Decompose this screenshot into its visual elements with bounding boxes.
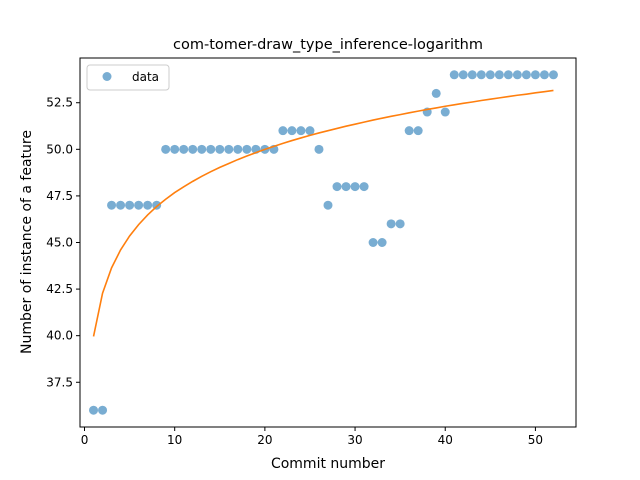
legend-marker-data — [102, 72, 112, 81]
data-point — [323, 200, 333, 210]
data-point — [503, 70, 513, 80]
data-point — [134, 200, 144, 210]
y-axis-title: Number of instance of a feature — [19, 130, 35, 354]
x-tick-label: 10 — [167, 433, 182, 447]
legend-box — [86, 64, 170, 91]
data-point — [278, 126, 288, 136]
data-point — [539, 70, 549, 80]
data-point — [107, 200, 117, 210]
x-axis: 0 10 20 30 40 50 — [81, 427, 543, 447]
x-tick-label: 0 — [81, 433, 89, 447]
data-point — [449, 70, 459, 80]
data-point — [224, 144, 234, 154]
data-point — [152, 200, 162, 210]
x-tick-label: 20 — [257, 433, 272, 447]
data-point — [512, 70, 522, 80]
data-point — [125, 200, 135, 210]
y-tick-label: 37.5 — [46, 375, 73, 389]
data-point — [467, 70, 477, 80]
data-point — [233, 144, 243, 154]
data-point — [368, 238, 378, 247]
data-point — [332, 182, 342, 192]
chart-title: com-tomer-draw_type_inference-logarithm — [173, 37, 483, 53]
data-point — [89, 405, 99, 415]
plot-area — [89, 70, 558, 415]
data-point — [521, 70, 531, 80]
data-point — [440, 107, 450, 117]
data-point — [377, 238, 387, 247]
y-tick-label: 40.0 — [46, 329, 73, 343]
y-tick-label: 42.5 — [46, 282, 73, 296]
y-axis: 37.5 40.0 42.5 45.0 47.5 50.0 52.5 — [46, 96, 80, 389]
data-point — [197, 144, 207, 154]
data-point — [413, 126, 423, 136]
data-point — [242, 144, 252, 154]
y-tick-label: 52.5 — [46, 96, 73, 110]
data-point — [431, 88, 441, 98]
x-tick-label: 40 — [438, 433, 453, 447]
data-point — [494, 70, 504, 80]
fit-line — [92, 89, 554, 337]
data-point — [359, 182, 369, 192]
data-point — [458, 70, 468, 80]
data-point — [404, 126, 414, 136]
data-point — [179, 144, 189, 154]
data-point — [161, 144, 171, 154]
x-axis-title: Commit number — [271, 456, 385, 472]
data-point — [296, 126, 306, 136]
x-tick-label: 30 — [347, 433, 362, 447]
data-point — [116, 200, 126, 210]
data-point — [287, 126, 297, 136]
data-point — [476, 70, 486, 80]
data-point — [395, 219, 405, 229]
data-point — [206, 144, 216, 154]
data-point — [215, 144, 225, 154]
legend-label-data: data — [132, 70, 159, 84]
data-point — [485, 70, 495, 80]
data-point — [386, 219, 396, 229]
data-point — [188, 144, 198, 154]
data-point — [350, 182, 360, 192]
y-tick-label: 45.0 — [46, 236, 73, 250]
data-point — [143, 200, 153, 210]
y-tick-label: 50.0 — [46, 142, 73, 156]
data-point — [305, 126, 315, 136]
data-point — [548, 70, 558, 80]
y-tick-label: 47.5 — [46, 189, 73, 203]
data-point — [98, 405, 108, 415]
data-point — [314, 144, 324, 154]
legend: data — [86, 64, 170, 91]
plot-frame — [79, 57, 577, 428]
data-point — [170, 144, 180, 154]
x-tick-label: 50 — [528, 433, 543, 447]
data-point — [530, 70, 540, 80]
data-point — [341, 182, 351, 192]
